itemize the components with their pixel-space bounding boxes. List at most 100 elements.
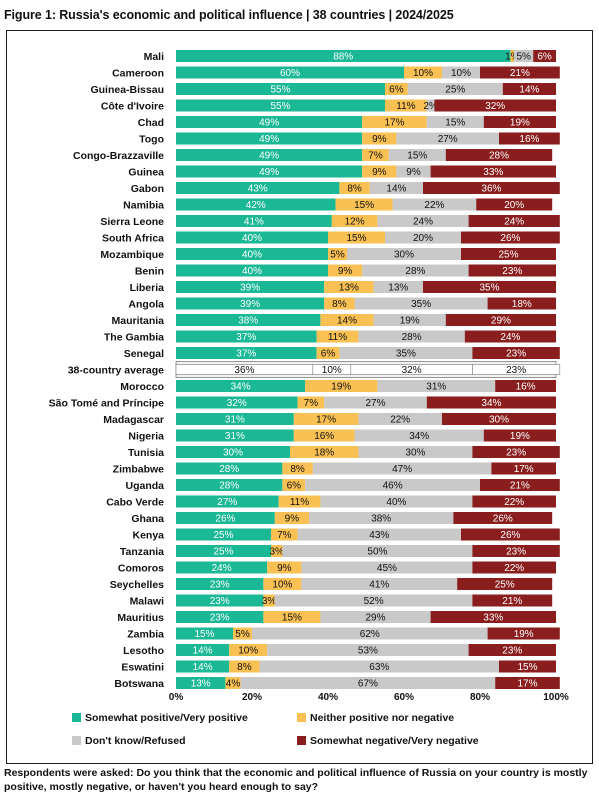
bar-segment-neither: [510, 50, 515, 62]
data-label: 62%: [360, 629, 380, 640]
bar-segment-positive: [176, 264, 328, 277]
category-label: Lesotho: [123, 645, 164, 657]
category-label: Uganda: [125, 480, 164, 492]
bar-segment-neither: [290, 446, 359, 458]
bar-segment-negative: [468, 264, 556, 277]
bar-segment-positive: [176, 281, 325, 293]
category-label: Madagascar: [103, 414, 164, 426]
data-label: 9%: [372, 134, 387, 145]
bar-segment-neither: [385, 99, 427, 112]
data-label: 10%: [413, 68, 433, 79]
bar-segment-dontknow: [377, 380, 496, 392]
data-label: 8%: [332, 299, 347, 310]
x-tick-label: 60%: [394, 692, 414, 703]
bar-segment-neither: [362, 165, 397, 178]
bar-segment-neither: [282, 462, 313, 475]
data-label: 32%: [227, 398, 247, 409]
data-label: 24%: [504, 217, 524, 228]
bar-segment-positive: [176, 132, 363, 145]
category-label: Mauritius: [117, 612, 164, 624]
bar-segment-neither: [335, 198, 393, 211]
bar-segment-positive: [176, 611, 264, 623]
bar-segment-positive: [176, 594, 264, 607]
data-label: 10%: [238, 646, 258, 657]
bar-segment-negative: [472, 594, 553, 607]
bar-segment-positive: [176, 627, 233, 640]
category-label: Angola: [128, 298, 164, 310]
data-label: 25%: [445, 85, 465, 96]
data-label: 19%: [510, 118, 530, 129]
data-label: 38%: [238, 316, 258, 327]
data-label: 60%: [280, 68, 300, 79]
data-label: 13%: [339, 283, 359, 294]
data-label: 35%: [479, 283, 499, 294]
data-label: 26%: [500, 233, 520, 244]
bar-segment-dontknow: [312, 462, 492, 475]
category-label: Tanzania: [120, 546, 164, 558]
data-label: 22%: [504, 497, 524, 508]
bar-segment-positive: [176, 512, 275, 524]
category-label: The Gambia: [104, 331, 164, 343]
data-label: 13%: [388, 283, 408, 294]
data-label: 33%: [483, 167, 503, 178]
bar-segment-negative: [468, 644, 556, 656]
data-label: 8%: [290, 464, 305, 475]
data-label: 24%: [500, 332, 520, 343]
bar-segment-dontknow: [320, 495, 473, 508]
data-label: 20%: [413, 233, 433, 244]
data-label: 23%: [210, 596, 230, 607]
data-label: 12%: [345, 217, 365, 228]
category-label: Congo-Brazzaville: [73, 150, 164, 162]
data-label: 3%: [269, 547, 284, 558]
data-label: 11%: [290, 497, 309, 508]
data-label: 24%: [212, 563, 232, 574]
bar-segment-dontknow: [373, 314, 446, 326]
data-label: 47%: [392, 464, 412, 475]
category-label: Eswatini: [121, 661, 164, 673]
data-label: 15%: [445, 118, 465, 129]
bar-segment-dontknow: [339, 347, 473, 359]
data-label: 34%: [481, 398, 501, 409]
bar-segment-negative: [423, 182, 560, 194]
category-label: Gabon: [131, 183, 164, 195]
data-label: 21%: [502, 596, 522, 607]
bar-segment-positive: [176, 314, 321, 326]
data-label: 36%: [234, 365, 254, 376]
bar-segment-neither: [271, 545, 283, 557]
data-label: 40%: [242, 250, 262, 261]
data-label: 50%: [367, 547, 387, 558]
bar-segment-dontknow: [252, 627, 488, 640]
data-label: 38%: [371, 514, 391, 525]
bar-segment-positive: [176, 380, 306, 392]
bar-segment-dontknow: [385, 231, 461, 244]
data-label: 32%: [402, 365, 422, 376]
bar-segment-neither: [324, 281, 374, 293]
data-label: 19%: [400, 316, 420, 327]
data-label: 22%: [390, 415, 410, 426]
bar-segment-dontknow: [377, 215, 469, 227]
data-label: 8%: [237, 662, 252, 673]
bar-segment-positive: [176, 116, 363, 128]
bar-segment-positive: [176, 545, 271, 557]
category-label: Togo: [139, 133, 164, 145]
data-label: 23%: [210, 580, 230, 591]
x-tick-label: 100%: [543, 692, 569, 703]
x-tick-label: 0%: [169, 692, 184, 703]
bar-segment-negative: [483, 429, 556, 442]
bar-segment-negative: [430, 165, 556, 178]
bar-segment-negative: [502, 83, 556, 95]
bar-segment-neither: [362, 149, 389, 161]
category-label: Guinea: [128, 166, 164, 178]
bar-segment-neither: [233, 627, 252, 640]
data-label: 9%: [285, 514, 300, 525]
data-label: 11%: [328, 332, 347, 343]
data-label: 53%: [358, 646, 378, 657]
data-label: 41%: [244, 217, 264, 228]
bar-segment-negative: [472, 545, 560, 557]
bar-segment-dontknow: [301, 561, 473, 574]
category-label: Namibia: [123, 199, 164, 211]
category-label: Botswana: [114, 678, 164, 690]
bar-segment-positive: [176, 347, 317, 359]
bar-segment-negative: [453, 512, 553, 524]
